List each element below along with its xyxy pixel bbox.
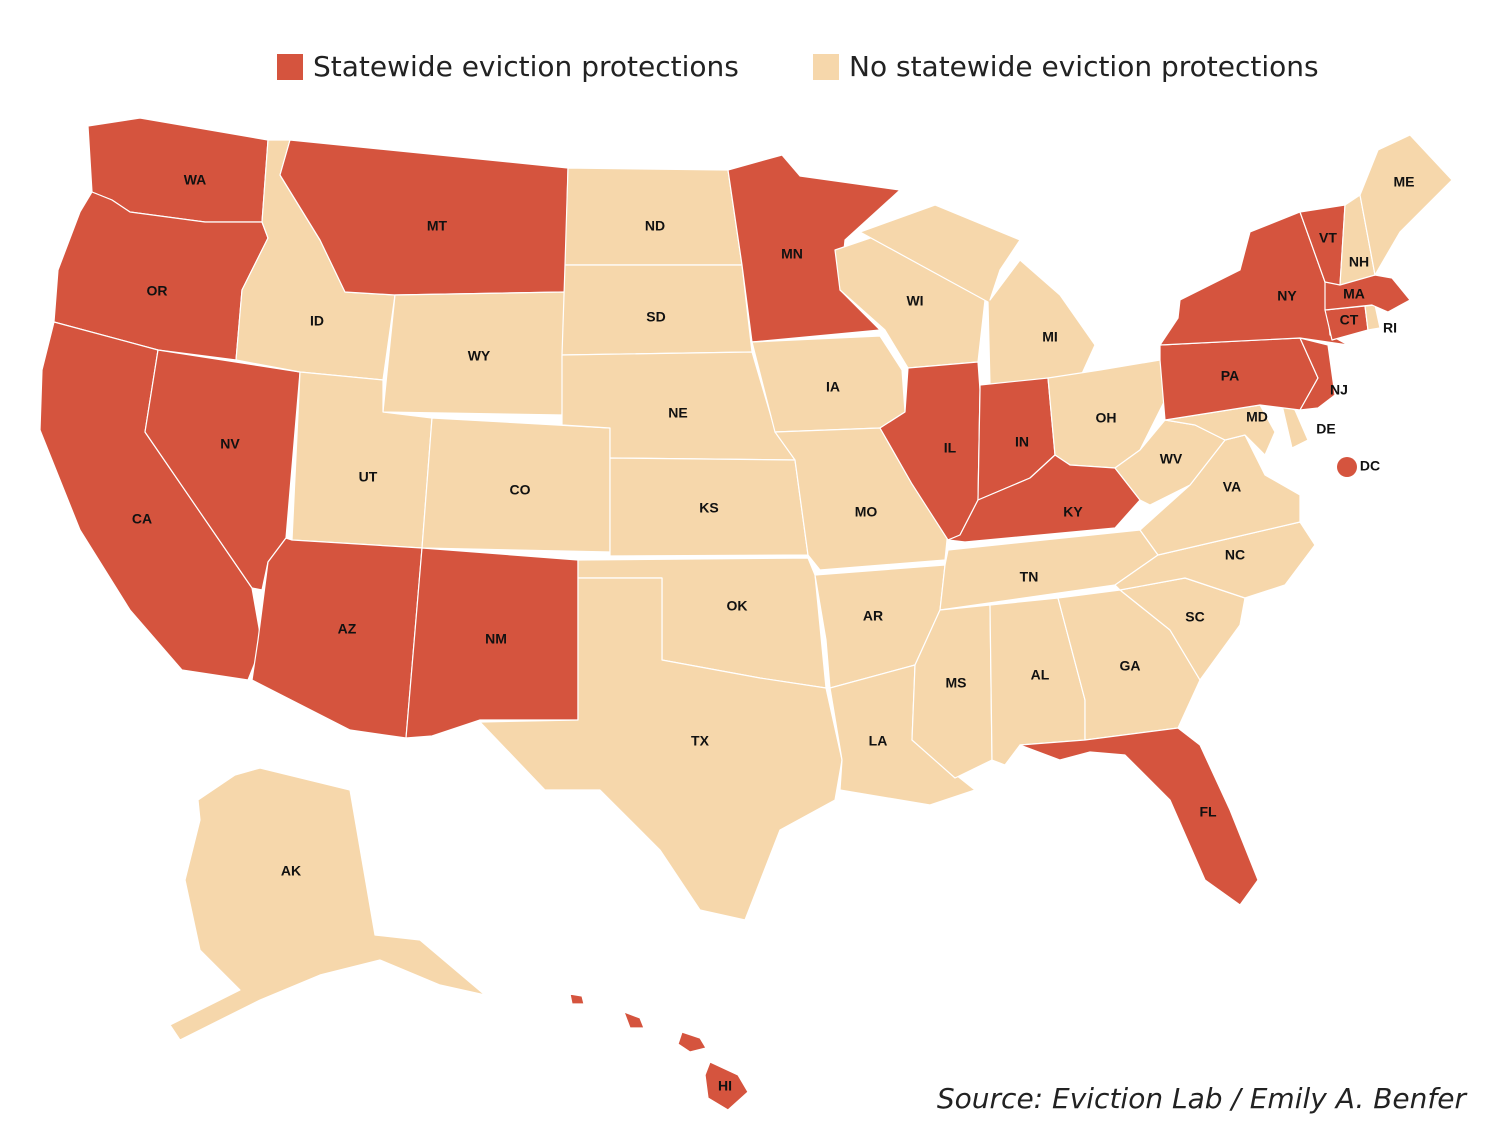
state-label-ky: KY	[1063, 504, 1083, 520]
state-shape-tx	[479, 577, 843, 921]
state-shape-nv	[144, 349, 301, 591]
state-label-va: VA	[1223, 479, 1241, 495]
state-label-ny: NY	[1277, 288, 1297, 304]
state-label-nj: NJ	[1330, 382, 1348, 398]
state-label-in: IN	[1015, 434, 1029, 450]
state-label-mn: MN	[781, 246, 803, 262]
state-label-co: CO	[510, 482, 531, 498]
state-label-pa: PA	[1221, 368, 1239, 384]
state-label-ak: AK	[281, 863, 301, 879]
state-shape-az	[251, 537, 423, 739]
legend-label-unprotected: No statewide eviction protections	[849, 50, 1319, 83]
state-label-nm: NM	[485, 631, 507, 647]
state-label-tx: TX	[691, 733, 710, 749]
state-label-hi: HI	[718, 1078, 732, 1094]
state-shape-ny	[1159, 211, 1349, 346]
state-label-de: DE	[1316, 421, 1335, 437]
state-label-vt: VT	[1319, 230, 1337, 246]
state-label-sc: SC	[1185, 609, 1204, 625]
state-label-ms: MS	[946, 675, 967, 691]
state-label-id: ID	[310, 313, 324, 329]
state-label-ia: IA	[826, 379, 840, 395]
state-shape-hi	[569, 993, 749, 1111]
state-label-mo: MO	[855, 504, 878, 520]
state-label-wy: WY	[468, 348, 491, 364]
state-label-nh: NH	[1349, 254, 1369, 270]
state-label-nv: NV	[220, 436, 240, 452]
state-label-az: AZ	[338, 621, 357, 637]
state-labels: WA OR CA NV ID MT WY UT AZ CO NM ND SD NE KS OK TX MN IA MO…	[132, 172, 1415, 1094]
state-label-nd: ND	[645, 218, 665, 234]
state-label-ca: CA	[132, 511, 152, 527]
state-shape-fl	[1019, 727, 1259, 906]
state-label-la: LA	[869, 733, 888, 749]
state-shape-me	[1359, 134, 1453, 276]
state-label-wi: WI	[906, 293, 923, 309]
state-label-ar: AR	[863, 608, 883, 624]
state-label-ct: CT	[1340, 312, 1359, 328]
state-shape-nd	[564, 167, 743, 266]
state-shape-nj	[1299, 337, 1336, 411]
state-label-oh: OH	[1096, 410, 1117, 426]
state-label-fl: FL	[1199, 804, 1217, 820]
state-label-il: IL	[944, 440, 957, 456]
legend-item-protected: Statewide eviction protections	[277, 50, 739, 83]
state-label-ks: KS	[699, 500, 718, 516]
state-label-ut: UT	[359, 469, 378, 485]
state-label-md: MD	[1246, 409, 1268, 425]
state-label-ne: NE	[668, 405, 687, 421]
state-label-ma: MA	[1343, 286, 1365, 302]
state-label-dc: DC	[1360, 458, 1380, 474]
state-shape-ma	[1324, 274, 1411, 313]
state-label-sd: SD	[646, 309, 665, 325]
state-shape-ri	[1364, 304, 1381, 331]
state-shape-ak	[169, 767, 486, 1041]
state-label-mt: MT	[427, 218, 448, 234]
state-shape-dc	[1337, 457, 1357, 477]
state-label-mi: MI	[1042, 329, 1058, 345]
state-label-ok: OK	[727, 598, 748, 614]
state-label-tn: TN	[1020, 569, 1039, 585]
state-label-me: ME	[1394, 174, 1415, 190]
state-label-ga: GA	[1120, 658, 1141, 674]
source-credit: Source: Eviction Lab / Emily A. Benfer	[936, 1082, 1466, 1115]
state-label-or: OR	[147, 283, 168, 299]
state-label-wa: WA	[184, 172, 207, 188]
legend-item-unprotected: No statewide eviction protections	[813, 50, 1319, 83]
state-label-wv: WV	[1160, 451, 1183, 467]
state-shape-de	[1281, 404, 1309, 449]
state-label-nc: NC	[1225, 547, 1245, 563]
state-shape-mi	[859, 204, 1096, 386]
state-label-ri: RI	[1383, 320, 1397, 336]
legend-swatch-unprotected	[813, 53, 839, 80]
state-shapes	[39, 117, 1453, 1111]
legend: Statewide eviction protections No statew…	[0, 50, 1500, 90]
legend-swatch-protected	[277, 53, 303, 80]
state-label-al: AL	[1031, 667, 1050, 683]
state-shape-md	[1164, 404, 1276, 456]
legend-label-protected: Statewide eviction protections	[313, 50, 739, 83]
